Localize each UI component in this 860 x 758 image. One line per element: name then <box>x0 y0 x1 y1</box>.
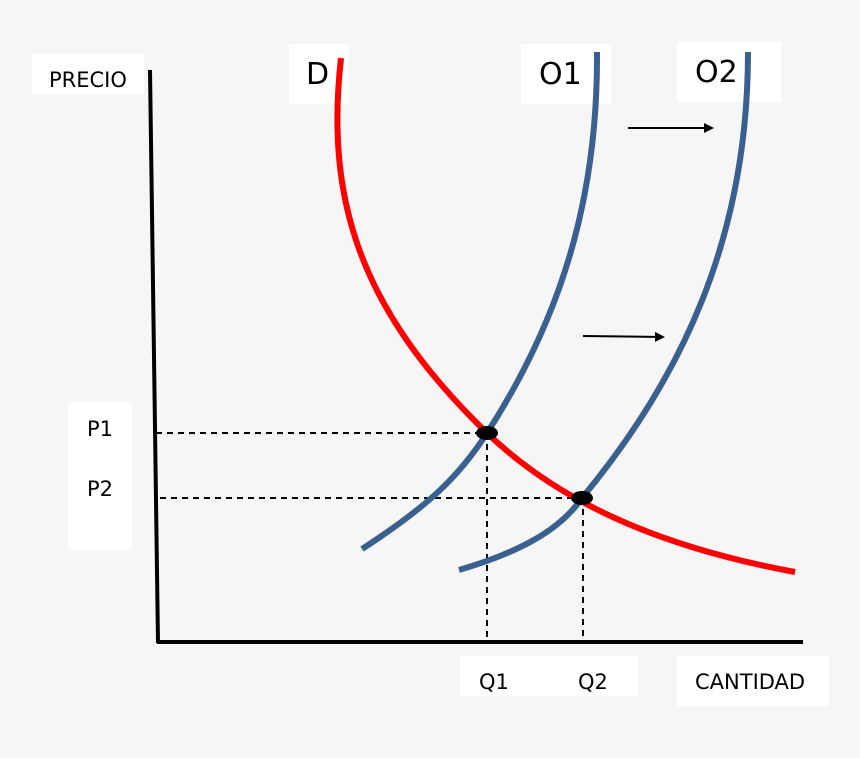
supply1-curve <box>360 51 601 552</box>
price-labels-bg <box>68 402 132 550</box>
supply2-curve <box>458 51 751 573</box>
quantity-label-q2: Q2 <box>578 670 608 694</box>
price-label-p2: P2 <box>87 477 113 501</box>
demand-label: D <box>306 57 329 92</box>
supply2-label: O2 <box>695 55 738 90</box>
quantity-labels-bg <box>460 656 638 696</box>
equilibrium-point-1 <box>476 426 498 440</box>
y-axis-label-bg <box>32 54 144 94</box>
y-axis <box>148 69 160 644</box>
x-axis-label-bg <box>677 656 829 706</box>
demand-curve <box>334 57 796 575</box>
y-axis-label: PRECIO <box>49 68 127 92</box>
quantity-label-q1: Q1 <box>479 670 509 694</box>
equilibrium-point-2 <box>571 491 593 505</box>
guide-lines <box>156 432 584 640</box>
shift-arrow-icon-middle <box>582 331 665 342</box>
supply1-label: O1 <box>539 57 582 92</box>
price-label-p1: P1 <box>87 417 113 441</box>
x-axis-label: CANTIDAD <box>695 670 805 694</box>
supply2-label-bg <box>677 42 781 102</box>
